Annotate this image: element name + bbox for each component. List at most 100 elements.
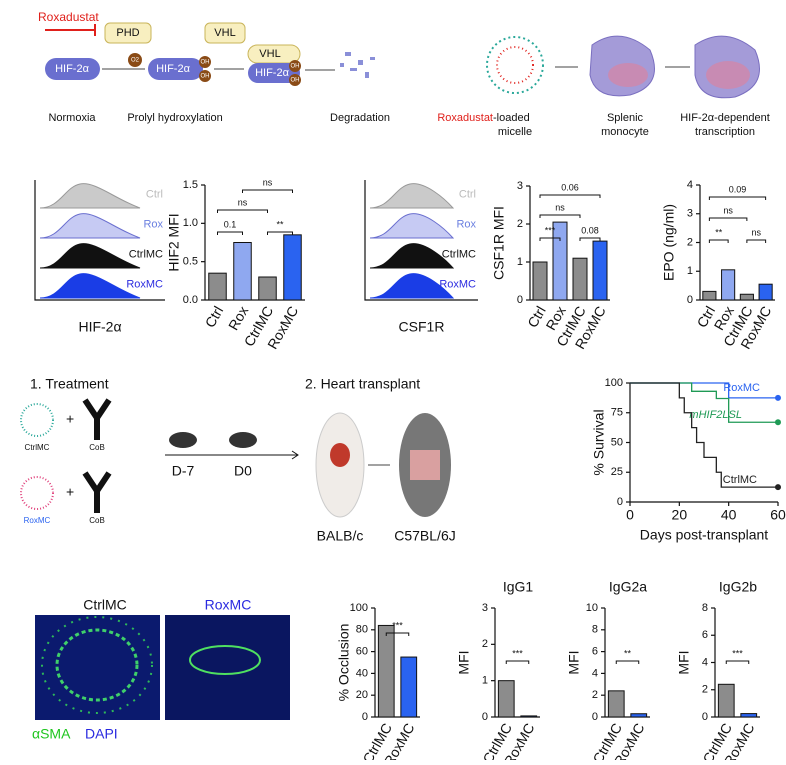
bracket (217, 209, 268, 213)
y-axis-label: MFI (566, 650, 582, 674)
bar (717, 683, 735, 718)
oh-label: OH (201, 74, 210, 80)
significance: *** (732, 648, 743, 658)
bar (283, 234, 302, 301)
y-axis-label: CSF1R MFI (491, 206, 507, 280)
nucleus (608, 63, 648, 87)
bar (740, 713, 758, 718)
oh-label: OH (291, 64, 300, 70)
y-tick-label: 25 (611, 466, 623, 478)
y-tick-label: 6 (592, 646, 598, 658)
strain: BALB/c (317, 528, 364, 544)
vessel (189, 645, 261, 675)
bracket (539, 237, 561, 241)
bar (377, 624, 395, 718)
y-tick-label: 2 (592, 689, 598, 701)
bar (758, 283, 773, 301)
survival-line (630, 382, 778, 423)
caption: Degradation (330, 112, 390, 124)
histogram-label: RoxMC (126, 278, 163, 290)
o2-label: O2 (131, 58, 140, 64)
caption: Normoxia (48, 112, 96, 124)
micelle-core (496, 46, 534, 84)
histogram (369, 243, 455, 269)
bar (702, 290, 717, 301)
hif-label: HIF-2α (255, 67, 290, 79)
phd-label: PHD (116, 27, 139, 39)
bracket (708, 239, 729, 243)
histogram-label: CtrlMC (129, 248, 163, 260)
significance: ns (555, 202, 565, 212)
micelle-scheme: Roxadustat -loaded micelle Splenic monoc… (437, 35, 770, 138)
chart-title: IgG1 (503, 579, 534, 595)
antibody (82, 471, 112, 513)
caption: micelle (498, 126, 532, 138)
significance: ns (751, 227, 761, 237)
histogram (369, 273, 455, 299)
y-tick-label: 2 (482, 638, 488, 650)
caption: transcription (695, 126, 755, 138)
survival-line (630, 382, 778, 488)
y-tick-label: 0.0 (183, 294, 198, 306)
significance: *** (392, 620, 403, 630)
y-axis-label: MFI (676, 650, 692, 674)
y-tick-label: 1 (687, 265, 693, 277)
y-tick-label: 2 (517, 218, 523, 230)
histogram-label: Rox (143, 218, 163, 230)
label: CoB (89, 516, 105, 525)
y-tick-label: 50 (611, 436, 623, 448)
y-tick-label: 0 (617, 496, 623, 508)
bracket (579, 237, 601, 241)
y-tick-label: 4 (687, 179, 693, 191)
y-tick-label: 3 (517, 180, 523, 192)
day-label: D0 (234, 463, 252, 479)
significance: ns (238, 197, 248, 207)
caption: -loaded (493, 112, 530, 124)
inhibit-arrow (45, 24, 96, 36)
axis-label: HIF-2α (78, 319, 121, 335)
end-point (775, 484, 781, 491)
x-tick-label: Ctrl (202, 303, 227, 330)
bar (532, 261, 548, 301)
bar (607, 690, 625, 718)
mouse (169, 432, 197, 448)
hif-label: HIF-2α (55, 63, 90, 75)
hif-label: HIF-2α (156, 63, 191, 75)
heart (330, 443, 350, 467)
y-tick-label: 0.5 (183, 256, 198, 268)
y-tick-label: 6 (702, 629, 708, 641)
x-tick-label: 60 (770, 507, 786, 523)
fragments (340, 52, 375, 78)
vhl-label: VHL (214, 27, 235, 39)
y-axis-label: % Occlusion (336, 624, 352, 702)
y-tick-label: 8 (702, 602, 708, 614)
significance: ns (263, 177, 273, 187)
y-tick-label: 20 (356, 689, 368, 701)
caption: Prolyl hydroxylation (127, 112, 222, 124)
significance: ** (715, 227, 723, 237)
oh-circle (289, 60, 301, 72)
plus: + (66, 411, 74, 427)
x-axis-label: Days post-transplant (640, 527, 769, 543)
y-tick-label: 0 (517, 294, 523, 306)
label: RoxMC (24, 516, 51, 525)
vhl-label: VHL (259, 48, 280, 60)
axis (364, 180, 478, 301)
y-tick-label: 0 (592, 711, 598, 723)
bar (400, 656, 418, 718)
y-tick-label: 0 (687, 294, 693, 306)
series-label: CtrlMC (723, 474, 757, 486)
y-tick-label: 1 (517, 256, 523, 268)
y-tick-label: 1.5 (183, 179, 198, 191)
vessel (41, 616, 153, 714)
oh-label: OH (291, 78, 300, 84)
bracket (615, 660, 640, 664)
bar (258, 276, 277, 301)
y-tick-label: 75 (611, 407, 623, 419)
chart-title: IgG2a (609, 579, 647, 595)
day-label: D-7 (172, 463, 195, 479)
vessel (55, 628, 139, 702)
y-axis-label: HIF2 MFI (166, 213, 182, 271)
significance: ** (276, 219, 284, 229)
bracket (267, 231, 293, 235)
